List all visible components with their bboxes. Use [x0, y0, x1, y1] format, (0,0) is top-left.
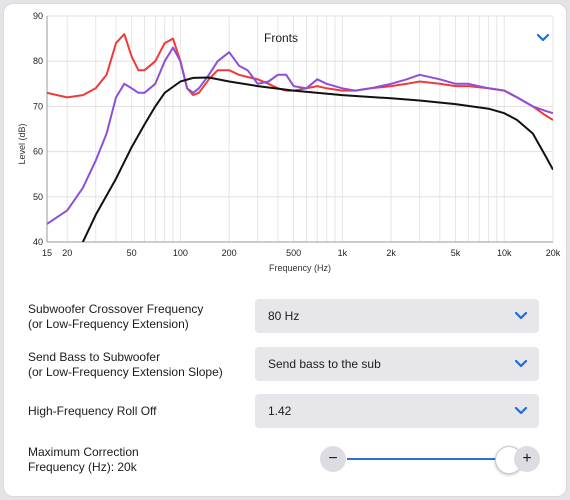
- bass-label: Send Bass to Subwoofer (or Low-Frequency…: [28, 350, 223, 380]
- rolloff-select[interactable]: 1.42: [255, 394, 539, 428]
- y-tick-label: 90: [33, 11, 43, 21]
- series-line-1: [47, 33, 553, 121]
- frequency-response-chart: 15 20 50 100 200 500 1k 2k 5k 10k 20k405060708090 …: [17, 11, 561, 273]
- x-tick-label: 500: [286, 248, 301, 258]
- chart-axes: 15 20 50 100 200 500 1k 2k 5k 10k 20k 40 50 60 70 80 90: [33, 11, 561, 258]
- max-correction-label-line1: Maximum Correction: [28, 445, 139, 459]
- chart-series: [47, 33, 553, 242]
- max-correction-label: Maximum Correction Frequency (Hz): 20k: [28, 445, 139, 475]
- bass-select[interactable]: Send bass to the sub: [255, 347, 539, 381]
- chevron-down-icon[interactable]: [535, 30, 551, 46]
- series-line-2: [47, 46, 553, 225]
- crossover-select[interactable]: 80 Hz: [255, 299, 539, 333]
- max-correction-slider: − +: [320, 446, 542, 474]
- chart-grid: [47, 15, 554, 243]
- y-tick-label: 70: [33, 101, 43, 111]
- y-tick-label: 50: [33, 192, 43, 202]
- y-tick-label: 60: [33, 147, 43, 157]
- crossover-label: Subwoofer Crossover Frequency (or Low-Fr…: [28, 302, 203, 332]
- chevron-down-icon: [513, 403, 529, 419]
- x-tick-label: 50: [127, 248, 137, 258]
- y-axis-label: Level (dB): [17, 123, 27, 164]
- bass-label-line2: (or Low-Frequency Extension Slope): [28, 365, 223, 379]
- chevron-down-icon: [513, 308, 529, 324]
- x-tick-label: 2k: [386, 248, 396, 258]
- chevron-down-icon: [513, 356, 529, 372]
- x-tick-label: 20: [62, 248, 72, 258]
- series-line-3: [81, 76, 553, 242]
- y-tick-label: 40: [33, 237, 43, 247]
- decrease-button[interactable]: −: [320, 446, 346, 472]
- rolloff-label: High-Frequency Roll Off: [28, 404, 157, 418]
- bass-value: Send bass to the sub: [268, 357, 381, 371]
- crossover-value: 80 Hz: [268, 309, 300, 323]
- bass-label-line1: Send Bass to Subwoofer: [28, 350, 161, 364]
- x-tick-label: 100: [173, 248, 188, 258]
- y-tick-label: 80: [33, 56, 43, 66]
- slider-track[interactable]: [347, 458, 507, 460]
- x-tick-label: 1k: [338, 248, 348, 258]
- crossover-label-line1: Subwoofer Crossover Frequency: [28, 302, 204, 316]
- x-tick-label: 15: [42, 248, 52, 258]
- x-tick-label: 5k: [451, 248, 461, 258]
- increase-button[interactable]: +: [514, 446, 540, 472]
- x-tick-label: 10k: [497, 248, 512, 258]
- rolloff-value: 1.42: [268, 404, 292, 418]
- max-correction-label-line2: Frequency (Hz): 20k: [28, 460, 137, 474]
- channel-dropdown-label[interactable]: Fronts: [264, 31, 299, 45]
- crossover-label-line2: (or Low-Frequency Extension): [28, 317, 189, 331]
- x-tick-label: 20k: [546, 248, 561, 258]
- x-tick-label: 200: [222, 248, 237, 258]
- x-axis-label: Frequency (Hz): [269, 263, 331, 273]
